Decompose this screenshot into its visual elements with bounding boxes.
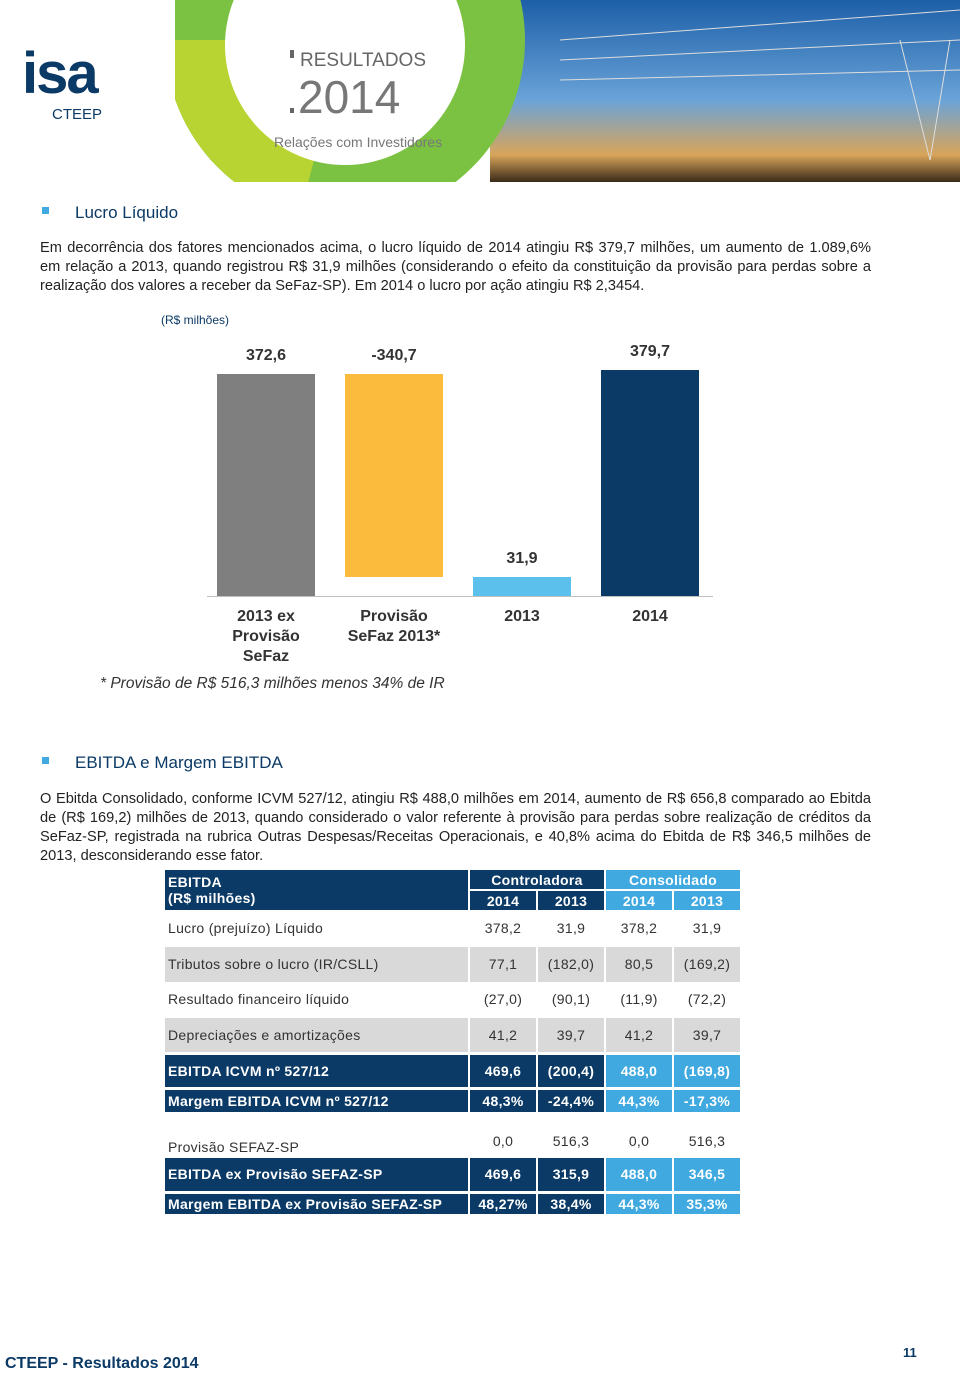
cell: 48,3%	[468, 1086, 537, 1112]
footnote: * Provisão de R$ 516,3 milhões menos 34%…	[100, 675, 445, 692]
cell: 80,5	[604, 945, 673, 982]
header-cell: (R$ milhões)	[168, 890, 256, 906]
cell: 31,9	[672, 910, 740, 946]
section-title: EBITDA e Margem EBITDA	[75, 753, 283, 772]
cell: 44,3%	[604, 1086, 673, 1112]
cell: (169,8)	[672, 1051, 740, 1088]
section-title: Lucro Líquido	[75, 203, 179, 222]
cell: 41,2	[604, 1016, 673, 1053]
bullet	[42, 207, 49, 214]
cell: (27,0)	[468, 982, 537, 1017]
row-label: Provisão SEFAZ-SP	[168, 1138, 300, 1155]
cell: 39,7	[536, 1016, 605, 1053]
year-header: 2013	[672, 889, 740, 910]
cell: 39,7	[672, 1016, 740, 1053]
cell: 469,6	[468, 1154, 537, 1192]
company: CTEEP	[52, 106, 103, 123]
cell: 488,0	[604, 1154, 673, 1192]
table-row: Resultado financeiro líquido (27,0) (90,1)…	[165, 982, 740, 1017]
cell: 469,6	[468, 1051, 537, 1088]
cell: 48,27%	[468, 1190, 537, 1214]
cell: 0,0	[468, 1112, 537, 1156]
row-label: Margem EBITDA ex Provisão SEFAZ-SP	[165, 1190, 469, 1214]
cell: (200,4)	[536, 1051, 605, 1088]
cell: (169,2)	[672, 945, 740, 982]
cell: 315,9	[536, 1154, 605, 1192]
cell: 35,3%	[672, 1190, 740, 1214]
category-label: 2013 ex Provisão SeFaz	[232, 608, 300, 665]
cell: 44,3%	[604, 1190, 673, 1214]
footer: CTEEP - Resultados 2014	[5, 1355, 199, 1372]
bar	[601, 370, 699, 596]
value-label: 379,7	[629, 343, 671, 360]
cell: -24,4%	[536, 1086, 605, 1112]
year-header: 2013	[536, 889, 605, 910]
table-header: EBITDA (R$ milhões)	[165, 870, 469, 910]
row-label: Depreciações e amortizações	[165, 1016, 469, 1053]
cell: 378,2	[468, 910, 537, 946]
year-header: 2014	[604, 889, 673, 910]
bar	[217, 374, 315, 596]
year-header: 2014	[468, 889, 537, 910]
table-row: Depreciações e amortizações 41,2 39,7 41,2 3…	[165, 1016, 740, 1053]
bar	[473, 577, 571, 596]
row-label: Tributos sobre o lucro (IR/CSLL)	[165, 945, 469, 982]
cell: 346,5	[672, 1154, 740, 1192]
cell: 77,1	[468, 945, 537, 982]
cell: -17,3%	[672, 1086, 740, 1112]
table-row: EBITDA ex Provisão SEFAZ-SP 469,6 315,9 488…	[165, 1154, 740, 1192]
cell: 31,9	[536, 910, 605, 946]
cell: 0,0	[604, 1112, 673, 1156]
cell: 516,3	[536, 1112, 605, 1156]
value-label: -340,7	[371, 347, 417, 365]
paragraph: Em decorrência dos fatores mencionados a…	[40, 240, 871, 294]
table-row: Provisão SEFAZ-SP 0,0 516,3 0,0 516,3	[165, 1112, 740, 1156]
axis-line	[207, 596, 713, 597]
row-label: Lucro (prejuízo) Líquido	[168, 919, 324, 936]
subtitle: Relações com Investidores	[274, 134, 443, 150]
category-label: Provisão SeFaz 2013*	[347, 608, 441, 645]
cell: 378,2	[604, 910, 673, 946]
unit-label: (R$ milhões)	[161, 313, 230, 327]
cell: 488,0	[604, 1051, 673, 1088]
cell: 38,4%	[536, 1190, 605, 1214]
header-cell: EBITDA	[168, 874, 222, 890]
value-label: 31,9	[506, 550, 538, 567]
table-row: EBITDA ICVM nº 527/12 469,6 (200,4) 488,0 (1…	[165, 1051, 740, 1088]
paragraph: O Ebitda Consolidado, conforme ICVM 527/…	[40, 791, 871, 864]
year: 2014	[298, 71, 401, 123]
page-number: 11	[903, 1345, 917, 1360]
logo: isa	[22, 41, 99, 106]
row-label: Margem EBITDA ICVM nº 527/12	[165, 1086, 469, 1112]
value-label: 372,6	[245, 347, 287, 365]
row-label: EBITDA ex Provisão SEFAZ-SP	[165, 1154, 469, 1192]
chart: (R$ milhões) * Provisão de R$ 516,3 milh…	[100, 313, 713, 692]
header-graphic	[0, 0, 960, 185]
group-header: Consolidado	[604, 870, 740, 890]
table-row: Margem EBITDA ex Provisão SEFAZ-SP 48,27%…	[165, 1190, 740, 1214]
ebitda-table: EBITDA (R$ milhões) Controladora Consolid…	[165, 870, 740, 1214]
cell: (11,9)	[604, 982, 673, 1017]
cell: (72,2)	[672, 982, 740, 1017]
table-row: Margem EBITDA ICVM nº 527/12 48,3% -24,4% 4…	[165, 1086, 740, 1112]
cell: (182,0)	[536, 945, 605, 982]
bullet	[42, 757, 49, 764]
bar	[345, 374, 443, 577]
cell: 41,2	[468, 1016, 537, 1053]
group-header: Controladora	[468, 870, 605, 890]
row-label: Resultado financeiro líquido	[168, 991, 350, 1008]
cell: (90,1)	[536, 982, 605, 1017]
category-label: 2013	[504, 608, 540, 625]
table-row: Lucro (prejuízo) Líquido 378,2 31,9 378,2 31…	[165, 910, 740, 946]
category-label: 2014	[632, 608, 668, 625]
row-label: EBITDA ICVM nº 527/12	[165, 1051, 469, 1088]
table-row: Tributos sobre o lucro (IR/CSLL) 77,1 (182…	[165, 945, 740, 982]
cell: 516,3	[672, 1112, 740, 1156]
results-label: RESULTADOS	[300, 50, 426, 71]
